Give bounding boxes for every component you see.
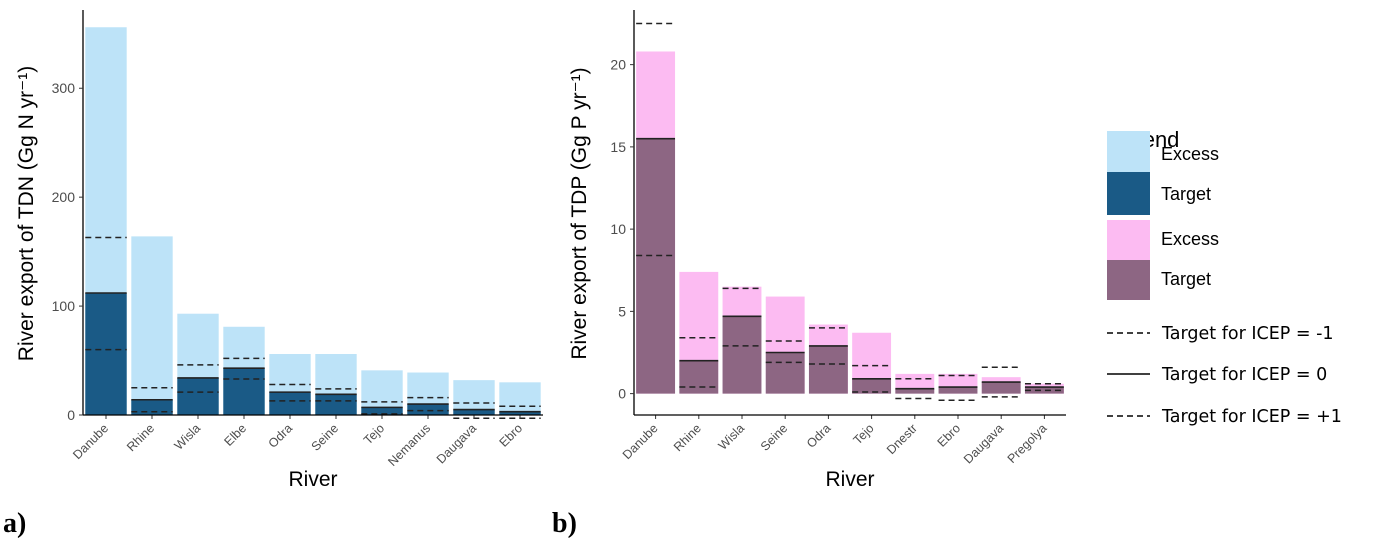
y-tick-label: 20 [610,57,626,73]
y-tick-label: 5 [618,303,626,319]
x-tick-label-odra: Odra [266,421,296,451]
legend-swatch-n-target [1107,172,1150,215]
bar-n-target-ebro [499,411,541,415]
bar-p-target-wisla [722,316,762,394]
x-tick-label-danube: Danube [70,421,111,462]
y-tick-label: 300 [52,80,76,96]
panel-a-tdn-chart: Danube Rhine Wisla Elbe Odra Seine TejoNemanus… [3,10,543,538]
x-tick-label-seine: Seine [309,421,342,454]
y-tick-label: 200 [52,189,76,205]
x-tick-label-nemanus: Nemanus [385,421,433,469]
bar-n-target-danube [85,293,127,415]
legend-swatch-n-excess [1107,131,1150,176]
y-tick-label: 0 [618,386,626,402]
bar-p-target-seine [765,352,805,394]
x-tick-label-daugava: Daugava [434,421,479,466]
bar-n-target-elbe [223,368,265,415]
y-tick-label: 15 [610,139,626,155]
bar-p-target-pregolya [1024,387,1064,394]
legend-swatch-p-excess [1107,220,1150,260]
bar-p-target-rhine [679,360,719,394]
bar-p-target-dnestr [895,388,935,394]
bar-n-target-daugava [453,409,495,415]
legend-label-p-target: Target [1161,269,1211,289]
y-axis-title: River export of TDN (Gg N yr⁻¹) [15,66,38,361]
x-tick-label-rhine: Rhine [671,421,704,454]
x-tick-label-rhine: Rhine [124,421,157,454]
x-axis-title: River [288,468,337,491]
legend-label-icep-0: Target for ICEP = 0 [1161,365,1327,385]
x-tick-label-pregolya: Pregolya [1005,421,1050,466]
x-tick-label-dnestr: Dnestr [884,421,920,457]
y-axis-title: River export of TDP (Gg P yr⁻¹) [568,67,591,359]
x-tick-label-elbe: Elbe [222,421,250,449]
y-tick-label: 10 [610,221,626,237]
x-tick-label-wisla: Wisla [172,421,204,453]
x-tick-label-seine: Seine [758,421,791,454]
bar-p-target-ebro [938,387,978,394]
x-tick-label-tejo: Tejo [851,421,877,447]
legend-label-n-target: Target [1161,184,1211,204]
bar-n-target-wisla [177,377,219,415]
panel-b-tdp-chart: Danube Rhine Wisla Seine Odra Tejo Dnestr EbroD… [552,10,1066,538]
x-tick-label-danube: Danube [620,421,661,462]
legend-label-n-excess: Excess [1161,144,1219,164]
bar-n-target-rhine [131,399,173,415]
y-tick-label: 100 [52,298,76,314]
x-tick-label-ebro: Ebro [497,421,526,450]
panel-label-a: a) [3,508,26,538]
x-tick-label-odra: Odra [804,421,834,451]
legend-label-icep-minus1: Target for ICEP = -1 [1161,324,1334,344]
x-tick-label-wisla: Wisla [716,421,748,453]
x-tick-label-tejo: Tejo [361,421,387,447]
bar-n-excess-ebro [499,382,541,415]
x-axis-title: River [825,468,874,491]
bar-p-target-danube [636,138,676,394]
bar-p-target-odra [808,345,848,394]
bar-n-target-seine [315,394,357,415]
bar-n-target-odra [269,392,311,415]
legend-label-icep-plus1: Target for ICEP = +1 [1161,407,1342,427]
bar-p-target-tejo [852,378,892,394]
y-tick-label: 0 [67,407,75,423]
x-tick-label-daugava: Daugava [961,421,1006,466]
legend-label-p-excess: Excess [1161,229,1219,249]
legend: Legend Excess Target Excess Target Targe… [1106,127,1342,427]
bar-n-excess-rhine [131,236,173,415]
bar-p-target-daugava [981,382,1021,394]
bar-n-target-nemanus [407,404,449,415]
bar-n-target-tejo [361,407,403,415]
legend-swatch-p-target [1107,260,1150,300]
x-tick-label-ebro: Ebro [935,421,964,450]
panel-label-b: b) [552,508,577,538]
